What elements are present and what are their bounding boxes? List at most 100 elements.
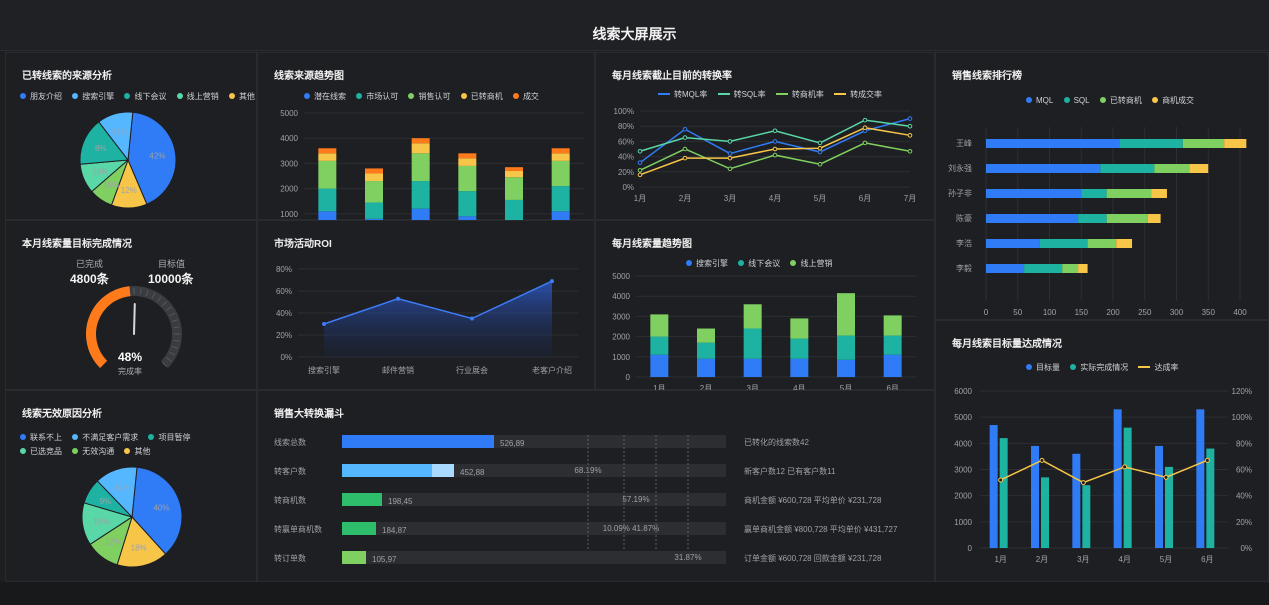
bar-segment xyxy=(697,342,715,359)
funnel-bar xyxy=(342,522,376,535)
pie-label: 10% xyxy=(93,168,109,177)
achievement-chart: 6000 120% 5000 100% 4000 80% 3000 60% 2000 40% 100… xyxy=(954,387,1252,564)
y-tick-label: 20% xyxy=(276,331,292,340)
y-tick-label: 20% xyxy=(618,168,634,177)
bar-segment xyxy=(650,314,669,337)
y-tick-label: 王峰 xyxy=(956,138,972,148)
bar-segment xyxy=(1024,264,1063,273)
gauge-tick xyxy=(145,290,149,297)
funnel-value: 526,89 xyxy=(500,439,525,448)
bar-segment xyxy=(1100,164,1155,173)
series-point xyxy=(727,139,733,144)
bar-segment xyxy=(411,153,430,182)
funnel-info: 新客户数12 已有客户数11 xyxy=(744,466,836,476)
bar-segment xyxy=(1224,139,1247,148)
pie-label: 16% xyxy=(103,181,119,190)
bar-segment xyxy=(986,139,1120,148)
bar-segment xyxy=(986,164,1101,173)
rate-point xyxy=(998,477,1004,483)
x-tick-label: 2月 xyxy=(1036,555,1048,564)
y-tick-label: 80% xyxy=(276,265,292,274)
y2-tick-label: 80% xyxy=(1236,439,1252,448)
series-point xyxy=(682,146,688,152)
pie-label: 15% xyxy=(114,484,130,493)
rate-line xyxy=(1000,459,1208,484)
gauge-needle xyxy=(133,303,136,335)
gauge-tick xyxy=(173,339,180,342)
pie-slice xyxy=(116,516,167,568)
series-point xyxy=(862,140,868,146)
gauge-tick xyxy=(171,345,178,349)
roi-group: 80% 60% 40% 20% 0% 搜索引擎 邮件营销 行业展会 老客户介绍 xyxy=(276,265,578,375)
bar-segment xyxy=(458,158,477,166)
x-tick-label: 7月 xyxy=(904,194,916,203)
panel-funnel: 销售大转换漏斗 线索总数 526,89 已转化的线索数42 转客户数 452,88 68.… xyxy=(257,390,935,582)
bar-segment xyxy=(411,143,430,154)
bar-target xyxy=(1155,445,1163,548)
pie-label: 12% xyxy=(105,538,121,547)
x-tick-label: 6月 xyxy=(1201,555,1213,564)
bar-segment xyxy=(551,153,570,161)
roi-line xyxy=(323,280,553,325)
legend-item: 已转商机 xyxy=(460,91,503,102)
x-tick-label: 400 xyxy=(1233,308,1247,317)
pie-label: 15% xyxy=(93,517,109,526)
bar-segment xyxy=(551,160,570,187)
panel-title: 线索来源趋势图 xyxy=(274,71,344,82)
bar-segment xyxy=(986,239,1040,248)
bar-segment xyxy=(1147,214,1161,223)
funnel-track xyxy=(342,522,726,535)
legend-invalid-pie: 联系不上 不满足客户需求 项目暂停 已选竞品 无效沟通 其他 xyxy=(20,431,250,459)
panel-title: 销售大转换漏斗 xyxy=(274,409,344,420)
x-tick-label: 300 xyxy=(1170,308,1184,317)
funnel-value: 105,97 xyxy=(372,555,397,564)
bar-segment xyxy=(318,188,337,212)
bar-actual xyxy=(1082,485,1091,548)
bar-segment xyxy=(551,148,570,154)
panel-title: 本月线索量目标完成情况 xyxy=(22,239,132,250)
y-tick-label: 3000 xyxy=(954,466,972,475)
series-point xyxy=(637,172,643,178)
panel-source-trend: 线索来源趋势图 潜在线索 市场认可 销售认可 已转商机 成交 5000 4000 3… xyxy=(257,52,595,221)
series-line xyxy=(639,119,911,152)
panel-achievement: 每月线索目标量达成情况 目标量 实际完成情况 达成率 6000 120% 5000 1… xyxy=(935,320,1269,582)
bar-segment xyxy=(365,173,383,182)
rate-point xyxy=(1163,474,1169,480)
y-tick-label: 80% xyxy=(618,122,634,131)
y-tick-label: 刘永强 xyxy=(948,163,972,173)
y-tick-label: 40% xyxy=(276,309,292,318)
bar-segment xyxy=(1078,264,1088,273)
panel-conversion: 每月线索截止目前的转换率 转MQL率 转SQL率 转商机率 转成交率 100% 8… xyxy=(595,52,935,220)
bar-segment xyxy=(1081,189,1107,198)
rate-point xyxy=(1039,457,1045,463)
legend-ranking: MQL SQL 已转商机 商机成交 xyxy=(1026,95,1202,106)
legend-item: 朋友介绍 xyxy=(20,91,62,102)
funnel-ratio: 57.19% xyxy=(622,495,649,504)
y-tick-label: 40% xyxy=(618,153,634,162)
series-point xyxy=(907,123,913,129)
bar-segment xyxy=(883,335,902,355)
x-tick-label: 邮件营销 xyxy=(382,365,414,375)
bar-segment xyxy=(318,211,337,221)
legend-item: 达成率 xyxy=(1138,362,1178,373)
x-tick-label: 3月 xyxy=(724,194,736,203)
series-point xyxy=(637,160,643,165)
y-tick-label: 0% xyxy=(280,353,292,362)
y-tick-label: 3000 xyxy=(280,159,298,168)
bar-segment xyxy=(1154,164,1190,173)
pie-slice xyxy=(79,121,129,165)
bar-segment xyxy=(1062,264,1079,273)
funnel-chart: 线索总数 526,89 已转化的线索数42 转客户数 452,88 68.19% 新客户数1… xyxy=(274,435,898,564)
bar-actual xyxy=(1206,448,1215,548)
bar-segment xyxy=(743,358,762,377)
series-point xyxy=(907,116,913,121)
funnel-bar xyxy=(342,551,366,564)
y-tick-label: 2000 xyxy=(612,333,630,342)
monthly-trend-chart: 5000 4000 3000 2000 1000 0 1月 2月 3月 4月 5月 6月 xyxy=(612,272,916,391)
x-tick-label: 4月 xyxy=(1118,555,1130,564)
funnel-label: 线索总数 xyxy=(274,437,306,447)
legend-item: 线上营销 xyxy=(176,91,219,102)
bar-segment xyxy=(837,359,855,377)
